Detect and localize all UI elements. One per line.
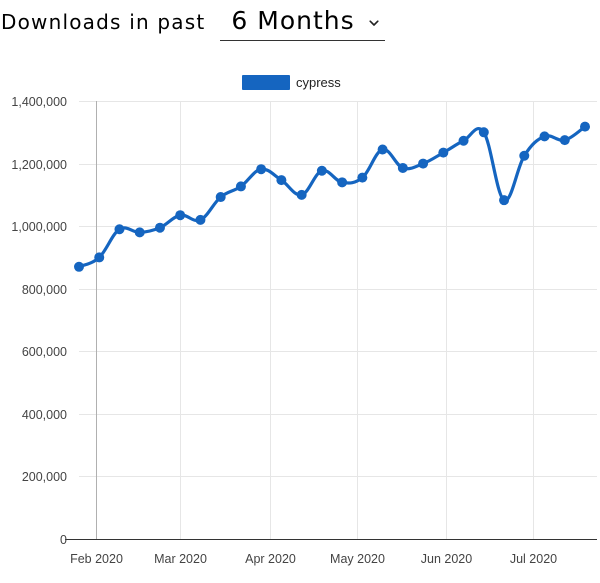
x-tick-label: Feb 2020 (70, 552, 123, 566)
data-point (418, 158, 429, 169)
data-point (539, 131, 550, 142)
grid-lines (79, 101, 597, 539)
data-point (296, 189, 307, 200)
data-point (580, 121, 590, 132)
y-tick-label: 1,000,000 (11, 220, 67, 234)
period-select[interactable]: 6 Months (220, 4, 385, 41)
y-tick-label: 200,000 (22, 470, 67, 484)
data-point (519, 150, 530, 161)
series-line-cypress (77, 125, 587, 269)
data-point (195, 214, 206, 225)
x-tick-label: Jun 2020 (421, 552, 472, 566)
series-layer (74, 121, 590, 272)
y-tick-label: 400,000 (22, 408, 67, 422)
data-point (458, 135, 469, 146)
data-point (74, 261, 84, 272)
data-point (235, 181, 246, 192)
y-axis-ticks: 0 200,000 400,000 600,000 800,000 1,000,000 1,… (11, 95, 67, 547)
data-point (175, 210, 186, 221)
downloads-line-chart: 0 200,000 400,000 600,000 800,000 1,000,000 1,… (11, 75, 597, 566)
chevron-down-icon (369, 14, 379, 32)
downloads-period-header: Downloads in past 6 Months (0, 0, 385, 44)
data-point (154, 222, 165, 233)
data-point (499, 195, 510, 206)
data-point (256, 164, 267, 175)
data-point (215, 192, 226, 203)
legend: cypress (242, 75, 341, 90)
data-point (134, 227, 145, 238)
y-tick-label: 800,000 (22, 283, 67, 297)
y-tick-label: 1,400,000 (11, 95, 67, 109)
data-point (337, 177, 348, 188)
data-point (559, 135, 570, 146)
data-point (478, 127, 489, 138)
data-point (94, 252, 105, 263)
data-point (114, 224, 125, 235)
x-tick-label: May 2020 (330, 552, 385, 566)
data-point (357, 172, 368, 183)
data-point (276, 175, 287, 186)
data-point (438, 147, 449, 158)
downloads-label: Downloads in past (1, 10, 206, 34)
y-tick-label: 0 (60, 533, 67, 547)
x-tick-label: Jul 2020 (510, 552, 557, 566)
x-tick-label: Mar 2020 (154, 552, 207, 566)
legend-label: cypress (296, 75, 341, 90)
x-axis-ticks: Feb 2020 Mar 2020 Apr 2020 May 2020 Jun 2020… (70, 552, 557, 566)
y-tick-label: 600,000 (22, 345, 67, 359)
period-select-value: 6 Months (231, 5, 355, 35)
data-point (397, 162, 408, 173)
y-tick-label: 1,200,000 (11, 158, 67, 172)
x-tick-label: Apr 2020 (245, 552, 296, 566)
data-point (377, 144, 388, 155)
legend-swatch (242, 75, 290, 90)
data-point (316, 165, 327, 176)
